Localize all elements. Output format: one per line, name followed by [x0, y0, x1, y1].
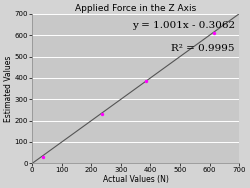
X-axis label: Actual Values (N): Actual Values (N): [103, 175, 168, 184]
Point: [144, 79, 148, 82]
Text: R² = 0.9995: R² = 0.9995: [172, 44, 235, 53]
Text: y = 1.001x - 0.3062: y = 1.001x - 0.3062: [132, 21, 235, 30]
Y-axis label: Estimated Values: Estimated Values: [4, 55, 13, 122]
Title: Applied Force in the Z Axis: Applied Force in the Z Axis: [75, 4, 196, 13]
Point: [212, 31, 216, 34]
Point: [100, 112, 104, 115]
Point: [40, 156, 44, 159]
